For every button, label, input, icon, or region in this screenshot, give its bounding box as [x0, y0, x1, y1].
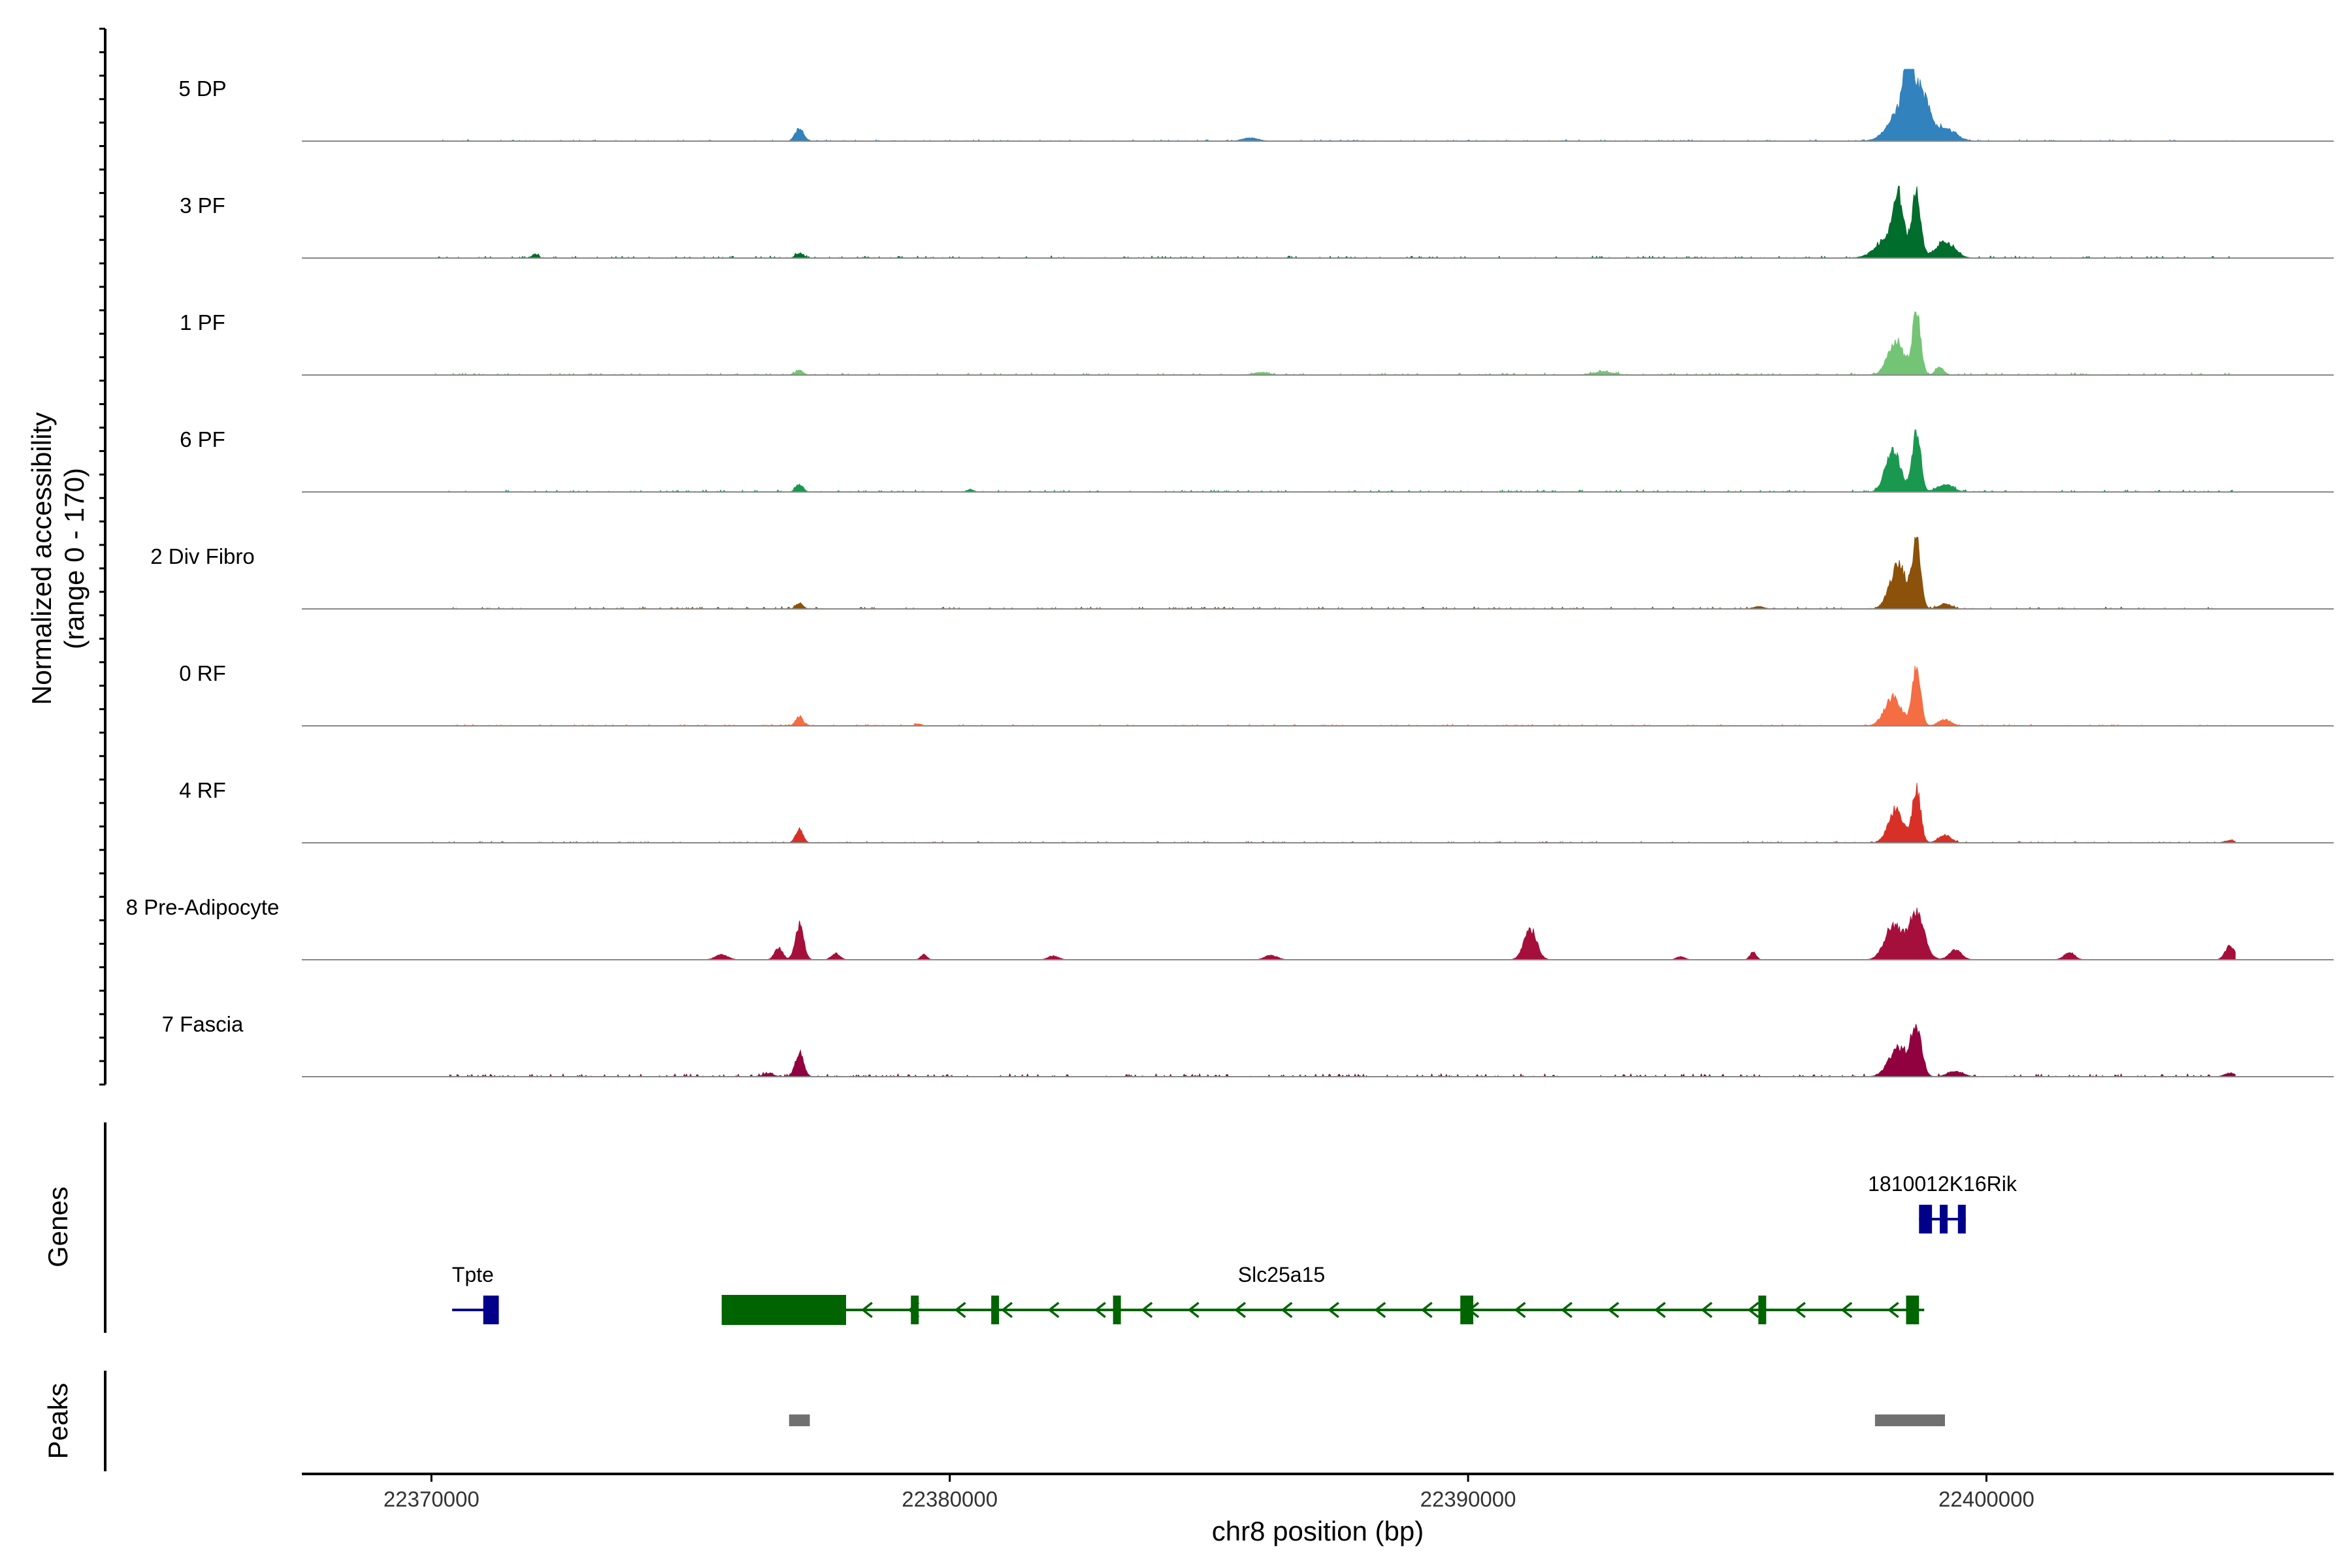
gene-label: Slc25a15	[1238, 1263, 1325, 1286]
track-label-8preadipocyte: 8 Pre-Adipocyte	[126, 895, 280, 919]
track-label-2divfibro: 2 Div Fibro	[150, 544, 255, 568]
gene-label: 1810012K16Rik	[1868, 1172, 2017, 1196]
coverage-area	[431, 429, 2236, 493]
gene-exon	[1460, 1296, 1474, 1324]
track-label-3pf: 3 PF	[180, 193, 225, 218]
coverage-tracks	[302, 69, 2334, 1078]
strand-arrow	[1234, 1301, 1247, 1318]
gene-annotations: Tpte Slc25a15 1810012K16Rik	[452, 1172, 2017, 1325]
peaks-panel-title: Peaks	[42, 1383, 73, 1460]
coverage-area	[431, 311, 2236, 376]
x-tick-label: 22380000	[902, 1487, 998, 1511]
gene-label: Tpte	[452, 1263, 494, 1286]
track-label-6pf: 6 PF	[180, 427, 225, 451]
strand-arrow	[1327, 1301, 1339, 1318]
track-0	[302, 69, 2334, 142]
strand-arrow	[1840, 1301, 1853, 1318]
track-label-7fascia: 7 Fascia	[162, 1012, 244, 1036]
strand-arrow	[1047, 1301, 1060, 1318]
strand-arrow	[1094, 1301, 1106, 1318]
y-axis-title-line1: Normalized accessibility	[26, 412, 57, 705]
peak-region	[1874, 1414, 1945, 1426]
track-4	[302, 536, 2334, 610]
track-2	[302, 311, 2334, 376]
coverage-area	[431, 666, 2236, 727]
peak-region	[789, 1414, 810, 1426]
strand-arrow	[1141, 1301, 1153, 1318]
strand-arrow	[1420, 1301, 1433, 1318]
strand-arrow	[1747, 1301, 1759, 1318]
coverage-y-ticks	[99, 27, 105, 1086]
gene-exon	[911, 1296, 919, 1324]
track-label-5dp: 5 DP	[178, 76, 226, 101]
coverage-area	[431, 783, 2236, 843]
x-tick-label: 22400000	[1938, 1487, 2034, 1511]
strand-arrow	[860, 1301, 873, 1318]
gene-exon	[1957, 1205, 1966, 1233]
coverage-area	[431, 1024, 2236, 1078]
gene-exon	[1940, 1205, 1948, 1233]
track-6	[302, 783, 2334, 843]
strand-arrow	[1887, 1301, 1899, 1318]
track-1	[302, 186, 2334, 259]
strand-arrow	[1654, 1301, 1666, 1318]
track-label-4rf: 4 RF	[179, 778, 226, 802]
coverage-area	[431, 69, 2236, 142]
gene-exon	[991, 1296, 1000, 1324]
strand-arrow	[1187, 1301, 1200, 1318]
track-5	[302, 666, 2334, 727]
strand-arrow	[1607, 1301, 1620, 1318]
track-7	[302, 907, 2334, 960]
coverage-area	[431, 536, 2236, 610]
track-label-1pf: 1 PF	[180, 310, 225, 335]
strand-arrow	[1560, 1301, 1573, 1318]
track-8	[302, 1024, 2334, 1078]
strand-arrow	[1514, 1301, 1526, 1318]
strand-arrow	[1793, 1301, 1806, 1318]
strand-arrow	[1001, 1301, 1013, 1318]
strand-arrow	[954, 1301, 966, 1318]
x-tick-label: 22370000	[384, 1487, 480, 1511]
track-3	[302, 429, 2334, 493]
gene-exon	[1113, 1296, 1121, 1324]
y-axis-title-line2: (range 0 - 170)	[59, 468, 90, 649]
gene-exon	[1919, 1205, 1933, 1233]
genes-panel-title: Genes	[42, 1186, 73, 1267]
x-tick-label: 22390000	[1420, 1487, 1516, 1511]
strand-arrow	[1701, 1301, 1713, 1318]
track-label-0rf: 0 RF	[179, 661, 226, 685]
x-axis-ticks: 22370000 22380000 22390000 22400000	[384, 1474, 2034, 1511]
gene-exon	[1758, 1296, 1767, 1324]
gene-exon	[1906, 1296, 1919, 1324]
gene-tpte: Tpte	[452, 1263, 499, 1324]
coverage-area	[431, 907, 2236, 960]
peak-regions	[789, 1414, 1945, 1426]
strand-arrow	[1281, 1301, 1293, 1318]
gene-exon	[721, 1295, 847, 1325]
x-axis-title: chr8 position (bp)	[1212, 1516, 1424, 1546]
gene-1810012k16rik: 1810012K16Rik	[1868, 1172, 2017, 1233]
track-labels: 5 DP 3 PF 1 PF 6 PF 2 Div Fibro 0 RF 4 R…	[126, 76, 280, 1036]
gene-exon	[483, 1296, 499, 1324]
coverage-area	[431, 186, 2236, 259]
gene-slc25a15: Slc25a15	[721, 1263, 1925, 1325]
strand-arrow	[1374, 1301, 1386, 1318]
